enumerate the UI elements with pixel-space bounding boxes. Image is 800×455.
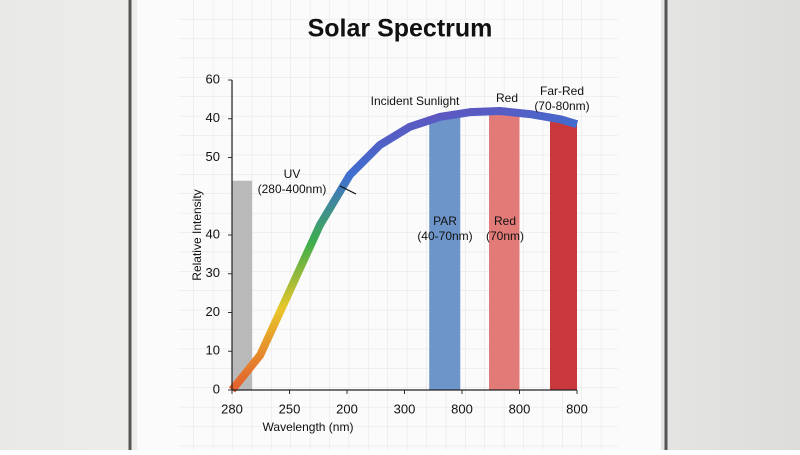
annotation: (280-400nm) xyxy=(258,182,327,196)
y-tick-label: 0 xyxy=(213,381,220,396)
x-tick-label: 800 xyxy=(509,401,531,416)
bar xyxy=(549,121,577,390)
y-tick-label: 30 xyxy=(206,265,220,280)
annotation: (70-80nm) xyxy=(534,99,589,113)
y-tick-label: 50 xyxy=(206,149,220,164)
y-tick-label: 20 xyxy=(206,304,220,319)
y-tick-label: 60 xyxy=(206,71,220,86)
annotation: PAR xyxy=(433,214,457,228)
x-tick-label: 300 xyxy=(394,401,416,416)
annotation: (40-70nm) xyxy=(417,229,472,243)
annotation: Far-Red xyxy=(540,84,584,98)
y-tick-label: 10 xyxy=(206,343,220,358)
bar xyxy=(429,116,461,390)
annotation: Red xyxy=(496,91,518,105)
bar xyxy=(232,180,253,390)
y-tick-label: 40 xyxy=(206,226,220,241)
bar xyxy=(489,114,520,390)
annotation: Incident Sunlight xyxy=(371,94,460,108)
annotation: (70nm) xyxy=(486,229,524,243)
x-tick-label: 280 xyxy=(221,401,243,416)
x-axis-label: Wavelength (nm) xyxy=(263,420,354,434)
chart-title: Solar Spectrum xyxy=(308,15,493,43)
annotation: UV xyxy=(284,167,301,181)
annotation: Red xyxy=(494,214,516,228)
y-axis-label: Relative Intensity xyxy=(190,189,204,280)
x-tick-label: 200 xyxy=(336,401,358,416)
x-tick-label: 250 xyxy=(279,401,301,416)
x-tick-label: 800 xyxy=(451,401,473,416)
x-tick-label: 800 xyxy=(566,401,588,416)
y-tick-label: 40 xyxy=(206,110,220,125)
spectrum-curve xyxy=(228,107,579,393)
annotation-arrow xyxy=(339,185,357,195)
